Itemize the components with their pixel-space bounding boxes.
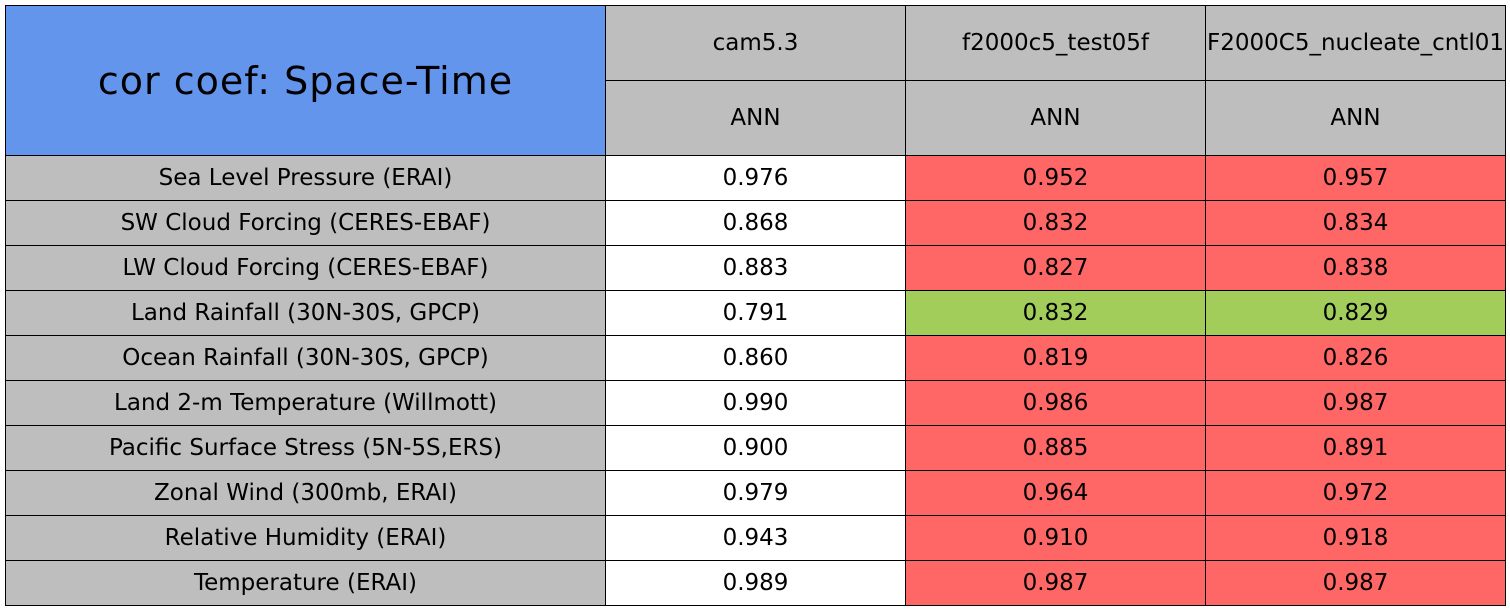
column-name: cam5.3: [605, 5, 906, 81]
row-label: Land 2-m Temperature (Willmott): [5, 380, 606, 426]
row-label: SW Cloud Forcing (CERES-EBAF): [5, 200, 606, 246]
column-name: F2000C5_nucleate_cntl01: [1205, 5, 1506, 81]
column-season: ANN: [1205, 80, 1506, 156]
value-cell: 0.910: [905, 515, 1206, 561]
value-cell: 0.829: [1205, 290, 1506, 336]
column-season: ANN: [605, 80, 906, 156]
value-cell: 0.990: [605, 380, 906, 426]
value-cell: 0.838: [1205, 245, 1506, 291]
value-cell: 0.834: [1205, 200, 1506, 246]
value-cell: 0.832: [905, 290, 1206, 336]
value-cell: 0.827: [905, 245, 1206, 291]
row-label: Temperature (ERAI): [5, 560, 606, 606]
value-cell: 0.986: [905, 380, 1206, 426]
value-cell: 0.987: [1205, 380, 1506, 426]
value-cell: 0.891: [1205, 425, 1506, 471]
row-label: Ocean Rainfall (30N-30S, GPCP): [5, 335, 606, 381]
value-cell: 0.832: [905, 200, 1206, 246]
value-cell: 0.868: [605, 200, 906, 246]
value-cell: 0.989: [605, 560, 906, 606]
value-cell: 0.952: [905, 155, 1206, 201]
value-cell: 0.976: [605, 155, 906, 201]
column-name: f2000c5_test05f: [905, 5, 1206, 81]
row-label: Land Rainfall (30N-30S, GPCP): [5, 290, 606, 336]
title-cell: cor coef: Space-Time: [5, 5, 606, 156]
value-cell: 0.987: [1205, 560, 1506, 606]
value-cell: 0.972: [1205, 470, 1506, 516]
value-cell: 0.979: [605, 470, 906, 516]
row-label: LW Cloud Forcing (CERES-EBAF): [5, 245, 606, 291]
value-cell: 0.900: [605, 425, 906, 471]
row-label: Relative Humidity (ERAI): [5, 515, 606, 561]
value-cell: 0.791: [605, 290, 906, 336]
row-label: Pacific Surface Stress (5N-5S,ERS): [5, 425, 606, 471]
column-name-bg: [1205, 5, 1506, 81]
value-cell: 0.819: [905, 335, 1206, 381]
value-cell: 0.964: [905, 470, 1206, 516]
column-season: ANN: [905, 80, 1206, 156]
value-cell: 0.860: [605, 335, 906, 381]
value-cell: 0.826: [1205, 335, 1506, 381]
value-cell: 0.885: [905, 425, 1206, 471]
row-label: Sea Level Pressure (ERAI): [5, 155, 606, 201]
value-cell: 0.918: [1205, 515, 1506, 561]
row-label: Zonal Wind (300mb, ERAI): [5, 470, 606, 516]
value-cell: 0.883: [605, 245, 906, 291]
value-cell: 0.943: [605, 515, 906, 561]
value-cell: 0.987: [905, 560, 1206, 606]
value-cell: 0.957: [1205, 155, 1506, 201]
